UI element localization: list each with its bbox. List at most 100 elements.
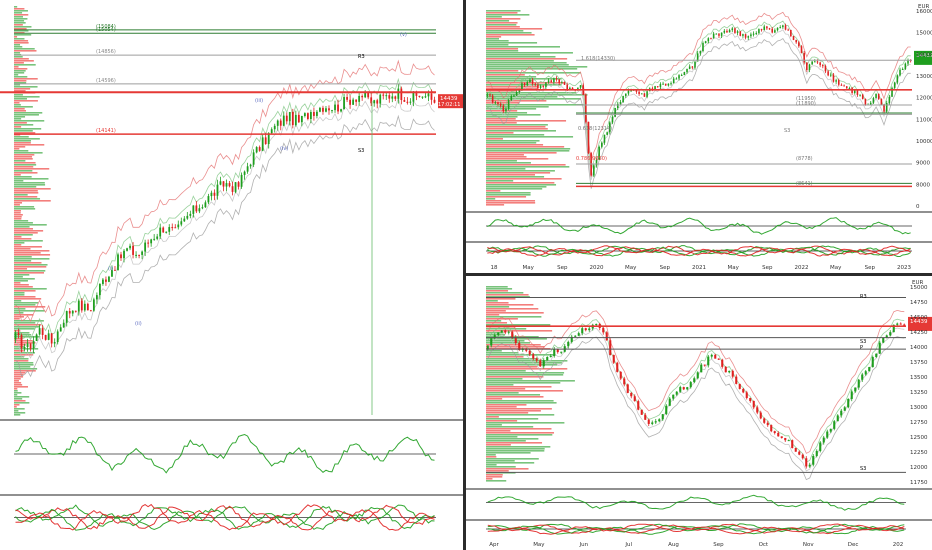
horizontal-divider[interactable] xyxy=(466,273,932,276)
candle-body xyxy=(529,79,531,83)
candle-body xyxy=(35,334,38,341)
volume-profile-bar xyxy=(14,226,30,228)
candle-body xyxy=(593,165,595,176)
volume-profile-bar xyxy=(14,314,34,316)
vertical-divider[interactable] xyxy=(463,0,466,550)
volume-profile-bar xyxy=(486,296,530,298)
candle-body xyxy=(601,142,603,147)
volume-profile-bar xyxy=(14,144,45,146)
volume-profile-bar xyxy=(486,446,551,448)
volume-profile-bar xyxy=(486,360,568,362)
volume-profile-bar xyxy=(486,58,568,60)
volume-profile-bar xyxy=(486,398,503,400)
volume-profile-bar xyxy=(486,476,503,478)
volume-profile-bar xyxy=(14,406,17,408)
candle-body xyxy=(816,61,819,63)
candle-body xyxy=(331,110,333,112)
candle-body xyxy=(672,394,675,399)
volume-profile-bar xyxy=(486,456,497,458)
volume-profile-bar xyxy=(486,176,545,178)
volume-profile-bar xyxy=(486,148,571,150)
volume-profile-bar xyxy=(14,268,28,270)
candle-body xyxy=(47,333,50,340)
bottom-right-chart-panel[interactable]: 14439 15000 14750 14500 14250 14000 13750 13500… xyxy=(466,276,932,550)
volume-profile-bar xyxy=(486,380,575,382)
candle-body xyxy=(903,324,906,326)
candle-body xyxy=(696,53,699,62)
indicator-line xyxy=(487,523,905,535)
candle-body xyxy=(276,120,279,126)
candle-body xyxy=(162,227,165,233)
candle-body xyxy=(547,80,550,83)
candle-body xyxy=(880,99,883,105)
candle-body xyxy=(752,33,755,35)
volume-profile-bar xyxy=(14,396,30,398)
volume-profile-bar xyxy=(14,68,28,70)
candle-body xyxy=(836,415,839,422)
volume-profile-bar xyxy=(14,88,31,90)
candle-body xyxy=(686,387,689,390)
candle-body xyxy=(555,78,558,80)
candle-body xyxy=(710,38,712,40)
volume-profile-bar xyxy=(486,406,517,408)
candle-body xyxy=(714,354,717,359)
candle-body xyxy=(752,401,755,408)
candle-body xyxy=(763,418,766,423)
candle-body xyxy=(891,87,893,97)
volume-profile-bar xyxy=(486,376,544,378)
left-chart-panel[interactable]: 14439 (15084) (15054) (14856) (14596) (14141)… xyxy=(0,0,463,550)
candle-body xyxy=(704,41,707,43)
candle-body xyxy=(845,86,848,89)
top-right-chart-svg[interactable]: 14439 16000 15000 14000 13000 12000 11000 10000… xyxy=(466,0,932,273)
candle-body xyxy=(328,108,330,111)
volume-profile-bar xyxy=(486,184,557,186)
volume-profile-bar xyxy=(486,132,514,134)
volume-profile-bar xyxy=(486,114,541,116)
volume-profile-bar xyxy=(486,344,541,346)
volume-profile-bar xyxy=(486,88,539,90)
bottom-right-chart-svg[interactable]: 14439 15000 14750 14500 14250 14000 13750 13500… xyxy=(466,276,932,550)
volume-profile-bar xyxy=(14,316,24,318)
volume-profile-bar xyxy=(14,178,49,180)
candle-body xyxy=(907,60,909,64)
candle-body xyxy=(518,343,521,350)
candle-body xyxy=(539,85,542,89)
candle-body xyxy=(808,64,811,70)
volume-profile-bar xyxy=(486,26,520,28)
volume-profile-bar xyxy=(486,194,531,196)
candle-body xyxy=(871,357,874,368)
price-axis-tick: 15000 xyxy=(910,285,928,291)
volume-profile-bar xyxy=(14,342,36,344)
volume-profile-bar xyxy=(486,150,570,152)
candle-body xyxy=(640,93,643,95)
volume-profile-bar xyxy=(486,290,509,292)
candle-body xyxy=(500,330,503,333)
left-chart-svg[interactable]: 14439 (15084)(15054) (14856) (14596) (14141)… xyxy=(0,0,463,550)
candle-body xyxy=(513,95,515,97)
volume-profile-bar xyxy=(486,370,526,372)
volume-profile-bar xyxy=(486,180,514,182)
volume-profile-bar xyxy=(14,352,35,354)
volume-profile-bar xyxy=(486,36,502,38)
candle-body xyxy=(228,183,231,187)
volume-profile-bar xyxy=(14,94,23,96)
candle-body xyxy=(120,254,122,259)
candle-body xyxy=(808,464,811,467)
candle-body xyxy=(721,359,724,367)
volume-profile-bar xyxy=(14,158,33,160)
candle-body xyxy=(56,331,59,343)
volume-profile-bar xyxy=(486,324,551,326)
date-axis-tick: Jul xyxy=(624,542,632,548)
volume-profile-bar xyxy=(14,150,29,152)
top-right-chart-panel[interactable]: 14439 16000 15000 14000 13000 12000 11000 10000… xyxy=(466,0,932,273)
price-axis-tick: 13500 xyxy=(910,375,928,381)
volume-profile-bar xyxy=(486,414,555,416)
candle-body xyxy=(560,351,563,353)
candle-body xyxy=(358,95,361,102)
volume-profile-bar xyxy=(14,208,36,210)
volume-profile-bar xyxy=(14,162,36,164)
candle-body xyxy=(840,84,843,86)
volume-profile-bar xyxy=(14,390,18,392)
volume-profile-bar xyxy=(14,50,37,52)
candle-body xyxy=(186,215,189,219)
